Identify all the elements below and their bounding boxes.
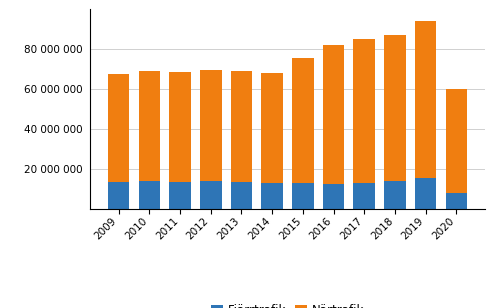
Bar [200, 70, 222, 181]
Bar [446, 193, 467, 209]
Bar [138, 181, 160, 209]
Bar [354, 39, 375, 183]
Bar [230, 182, 252, 209]
Bar [262, 183, 283, 209]
Bar [170, 72, 191, 182]
Bar [230, 71, 252, 182]
Bar [292, 183, 314, 209]
Bar [292, 58, 314, 183]
Bar [170, 182, 191, 209]
Bar [138, 71, 160, 181]
Bar [354, 183, 375, 209]
Bar [323, 45, 344, 184]
Bar [262, 73, 283, 183]
Bar [323, 184, 344, 209]
Bar [415, 21, 436, 178]
Bar [415, 178, 436, 209]
Legend: Fjärrtrafik, Närtrafik: Fjärrtrafik, Närtrafik [206, 299, 369, 308]
Bar [200, 181, 222, 209]
Bar [446, 89, 467, 193]
Bar [384, 35, 406, 181]
Bar [108, 182, 130, 209]
Bar [108, 74, 130, 182]
Bar [384, 181, 406, 209]
